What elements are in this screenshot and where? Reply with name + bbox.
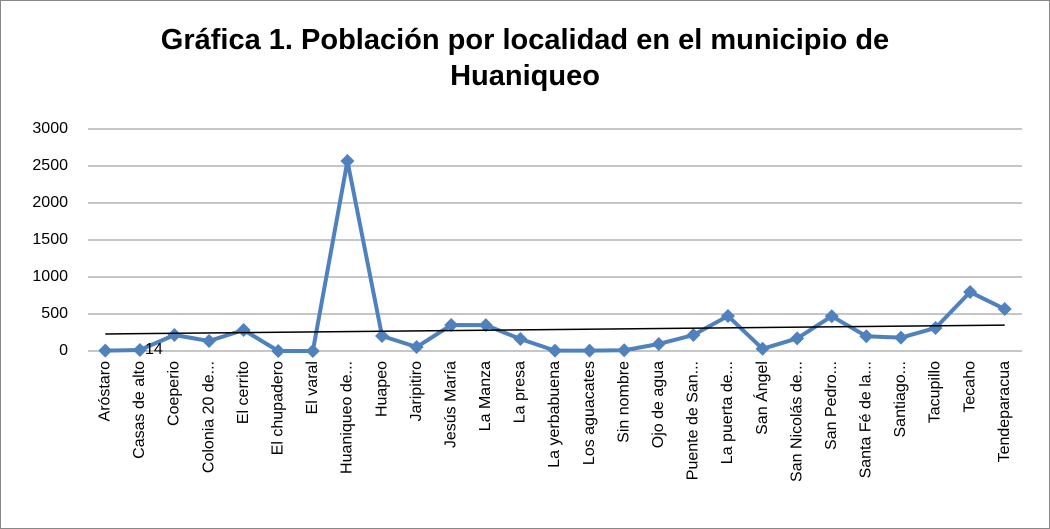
x-tick-label: Tacupillo	[927, 361, 944, 423]
marker	[963, 285, 978, 300]
x-tick-label: Santiago...	[892, 361, 909, 438]
x-tick-label: Casas de alto	[131, 361, 148, 459]
x-tick-label: San Pedro...	[823, 361, 840, 450]
marker	[790, 331, 805, 346]
marker	[340, 154, 355, 169]
marker	[582, 343, 597, 358]
x-tick-label: El varal	[304, 361, 321, 414]
marker	[651, 336, 666, 351]
marker	[305, 344, 320, 358]
x-tick-label: La presa	[512, 361, 529, 423]
x-tick-label: Santa Fé de la...	[858, 361, 875, 478]
marker	[409, 340, 424, 355]
y-tick-label: 1000	[32, 268, 68, 285]
marker	[167, 328, 182, 343]
y-tick-label: 1500	[32, 231, 68, 248]
x-tick-label: Ojo de agua	[650, 361, 667, 448]
marker	[202, 334, 217, 349]
chart-title: Gráfica 1. Población por localidad en el…	[160, 24, 890, 92]
trendline	[105, 324, 1005, 335]
marker	[236, 322, 251, 337]
x-tick-label: Huapeo	[373, 361, 390, 417]
marker	[132, 342, 147, 357]
y-tick-label: 500	[41, 305, 68, 322]
x-tick-label: Coeperio	[166, 361, 183, 426]
marker	[98, 343, 113, 358]
data-label: 14	[145, 341, 163, 358]
marker	[513, 332, 528, 347]
x-tick-label: San Ángel	[752, 361, 771, 435]
x-tick-label: El cerrito	[235, 361, 252, 424]
x-tick-label: Colonia 20 de...	[200, 361, 217, 473]
x-tick-label: Tecaho	[961, 361, 978, 413]
marker	[444, 318, 459, 333]
x-tick-label: La yerbabuena	[546, 361, 563, 468]
x-tick-label: Sin nombre	[615, 361, 632, 443]
marker	[893, 330, 908, 345]
marker	[375, 328, 390, 343]
x-tick-label: El chupadero	[269, 361, 286, 455]
marker	[824, 309, 839, 324]
x-tick-label: Jesús María	[442, 361, 459, 448]
marker	[720, 308, 735, 323]
marker	[478, 318, 493, 333]
marker	[271, 344, 286, 358]
series-line	[105, 159, 1006, 353]
marker	[859, 329, 874, 344]
x-tick-label: Jaripitiro	[408, 361, 425, 422]
y-tick-label: 0	[59, 342, 68, 359]
x-tick-label: Tendeparacua	[996, 361, 1013, 463]
y-tick-label: 2000	[32, 194, 68, 211]
x-tick-label: La Manza	[477, 361, 494, 431]
x-tick-label: Los aguacates	[581, 361, 598, 465]
marker	[548, 343, 562, 358]
marker	[997, 302, 1012, 317]
x-tick-label: Puente de San...	[685, 361, 702, 480]
y-tick-label: 2500	[32, 157, 68, 174]
marker	[686, 328, 701, 343]
x-tick-label: Huaniqueo de...	[339, 361, 356, 474]
y-tick-label: 3000	[32, 120, 68, 137]
marker	[928, 320, 943, 335]
x-tick-label: San Nicolás de...	[788, 361, 805, 482]
marker	[755, 341, 770, 356]
marker	[617, 343, 632, 358]
x-tick-label: Aróstaro	[97, 361, 114, 422]
x-tick-label: La puerta de...	[719, 361, 736, 464]
